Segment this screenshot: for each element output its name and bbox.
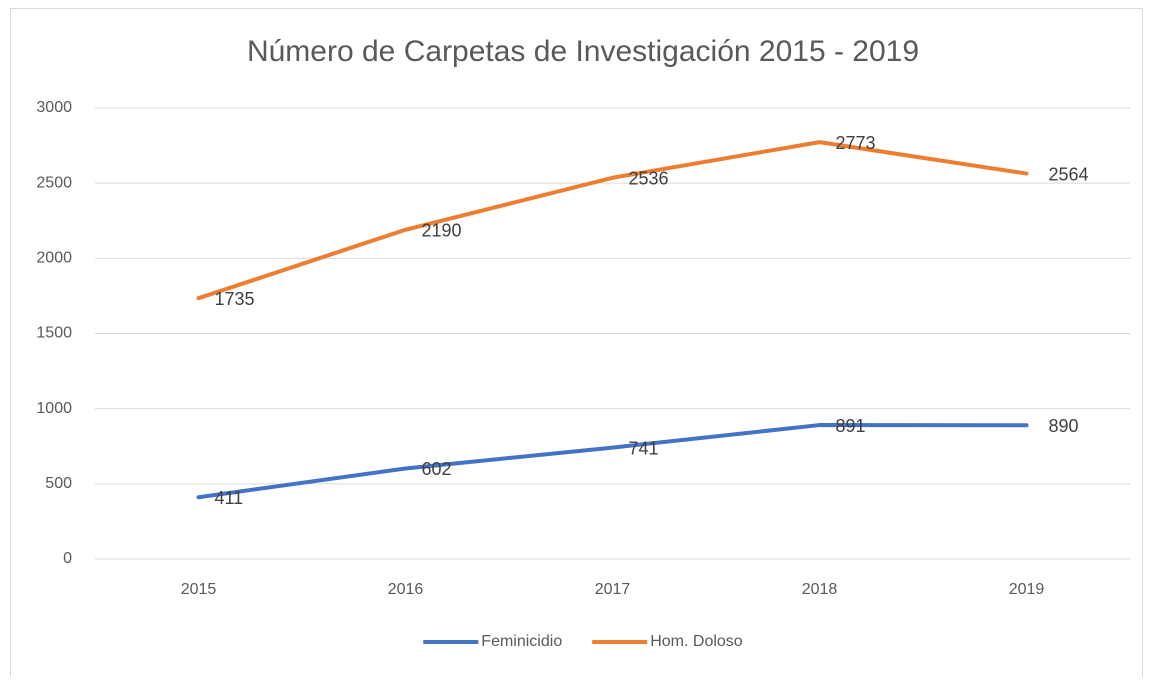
data-label: 411 — [215, 488, 244, 508]
data-label: 1735 — [215, 289, 255, 309]
chart-frame — [10, 8, 1143, 682]
y-tick-label: 0 — [63, 550, 72, 567]
legend-label: Hom. Doloso — [650, 633, 743, 650]
x-tick-label: 2016 — [388, 581, 424, 598]
y-tick-label: 1000 — [36, 400, 72, 417]
chart-title: Número de Carpetas de Investigación 2015… — [247, 35, 919, 68]
x-tick-label: 2017 — [595, 581, 631, 598]
x-tick-label: 2019 — [1009, 581, 1045, 598]
y-tick-label: 2500 — [36, 174, 72, 191]
data-label: 2190 — [422, 221, 462, 241]
data-label: 602 — [422, 459, 452, 479]
y-tick-label: 1500 — [36, 325, 72, 342]
data-label: 2564 — [1049, 164, 1089, 184]
data-label: 741 — [629, 438, 659, 458]
series-line — [196, 140, 1029, 301]
legend-label: Feminicidio — [481, 633, 562, 650]
y-tick-label: 2000 — [36, 250, 72, 267]
data-label: 2773 — [836, 133, 876, 153]
data-label: 2536 — [629, 169, 669, 189]
y-tick-label: 500 — [45, 475, 72, 492]
data-label: 890 — [1049, 416, 1079, 436]
y-tick-label: 3000 — [36, 99, 72, 116]
x-tick-label: 2015 — [181, 581, 217, 598]
series-line — [196, 423, 1029, 500]
x-tick-label: 2018 — [802, 581, 838, 598]
data-label: 891 — [836, 416, 866, 436]
